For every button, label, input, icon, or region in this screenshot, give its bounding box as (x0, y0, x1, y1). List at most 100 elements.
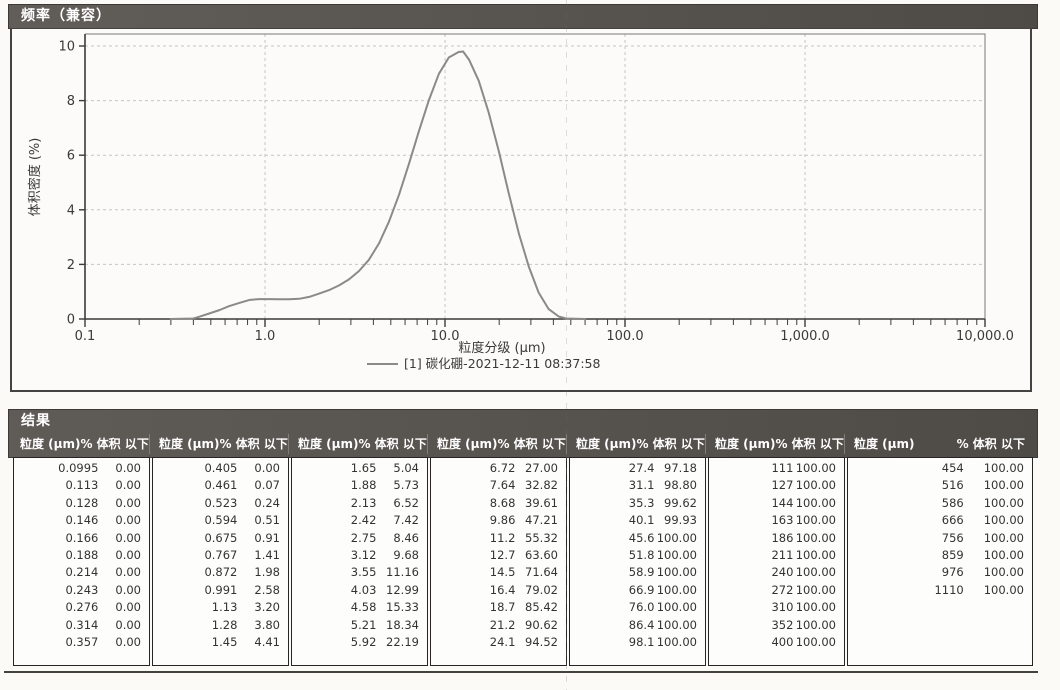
size-value-cell: 756 (941, 530, 964, 545)
size-value-cell: 18.7 (489, 600, 516, 615)
percent-below-value-cell: 12.99 (386, 582, 419, 597)
size-value-cell: 12.7 (489, 547, 516, 562)
table-row: 6.72 27.00 (431, 460, 566, 477)
percent-below-value-cell: 100.00 (983, 513, 1024, 528)
table-row: 18.7 85.42 (431, 599, 566, 616)
percent-below-value-cell: 100.00 (795, 461, 836, 475)
table-row: 1.88 5.73 (292, 477, 427, 494)
results-panel-title: 结果 (21, 413, 51, 429)
table-row: 976 100.00 (848, 564, 1032, 581)
table-row: 45.6 100.00 (570, 530, 705, 547)
table-row: 0.146 0.00 (14, 512, 149, 529)
size-value-cell: 0.594 (204, 513, 238, 528)
percent-below-value-cell: 100.00 (795, 600, 836, 615)
percent-below-value-cell: 32.82 (525, 478, 558, 493)
table-row: 240 100.00 (709, 564, 844, 581)
percent-below-value-cell: 100.00 (656, 530, 697, 545)
table-row: 16.4 79.02 (431, 582, 566, 599)
x-tick-label: 10.0 (431, 329, 460, 344)
size-value-cell: 0.276 (65, 600, 99, 615)
size-value-cell: 127 (771, 478, 794, 493)
table-row: 5.92 22.19 (292, 634, 427, 651)
size-value-cell: 272 (771, 582, 794, 597)
size-value-cell: 1.65 (350, 461, 377, 475)
x-tick-label: 10,000.0 (956, 329, 1014, 344)
percent-below-value-cell: 4.41 (254, 634, 280, 649)
table-row: 2.42 7.42 (292, 512, 427, 529)
percent-below-value-cell: 47.21 (525, 513, 558, 528)
y-tick-label: 4 (67, 203, 75, 218)
size-value-cell: 21.2 (489, 617, 516, 632)
table-row: 0.166 0.00 (14, 530, 149, 547)
table-row: 0.991 2.58 (153, 582, 288, 599)
column-group-header: 粒度 (µm)% 体积 以下 (847, 434, 1033, 454)
size-value-cell: 0.113 (65, 478, 99, 493)
table-row: 2.13 6.52 (292, 495, 427, 512)
x-tick-label: 100.0 (606, 329, 643, 344)
percent-below-value-cell: 0.00 (115, 565, 141, 580)
table-row: 1.45 4.41 (153, 634, 288, 651)
size-column-header: 粒度 (µm) (715, 437, 776, 451)
percent-below-value-cell: 100.00 (656, 565, 697, 580)
size-value-cell: 144 (771, 495, 794, 510)
percent-below-value-cell: 1.98 (254, 565, 280, 580)
percent-below-value-cell: 0.00 (115, 547, 141, 562)
percent-below-value-cell: 2.58 (254, 582, 280, 597)
percent-below-value-cell: 0.00 (115, 495, 141, 510)
table-row: 859 100.00 (848, 547, 1032, 564)
x-tick-label: 0.1 (75, 329, 96, 344)
size-value-cell: 0.188 (65, 547, 99, 562)
frequency-curve-line (169, 50, 587, 320)
size-value-cell: 0.405 (204, 461, 238, 475)
table-row: 0.461 0.07 (153, 477, 288, 494)
table-row: 756 100.00 (848, 530, 1032, 547)
percent-below-value-cell: 15.33 (386, 600, 419, 615)
size-value-cell: 211 (771, 547, 794, 562)
size-value-cell: 111 (771, 461, 794, 475)
column-group-header: 粒度 (µm)% 体积 以下 (569, 434, 706, 454)
percent-below-value-cell: 5.04 (393, 461, 419, 475)
percent-below-value-cell: 100.00 (656, 600, 697, 615)
size-value-cell: 76.0 (628, 600, 655, 615)
percent-below-column-header: % 体积 以下 (219, 437, 288, 451)
table-row: 0.405 0.00 (153, 460, 288, 477)
percent-below-value-cell: 0.00 (115, 600, 141, 615)
size-value-cell: 1.45 (211, 634, 238, 649)
y-tick-label: 8 (67, 94, 75, 109)
percent-below-value-cell: 97.18 (664, 461, 697, 475)
size-value-cell: 3.12 (350, 547, 377, 562)
size-value-cell: 454 (941, 461, 964, 475)
size-column-header: 粒度 (µm) (437, 437, 498, 451)
table-row: 76.0 100.00 (570, 599, 705, 616)
percent-below-value-cell: 100.00 (983, 547, 1024, 562)
size-value-cell: 86.4 (628, 617, 655, 632)
table-row: 310 100.00 (709, 599, 844, 616)
table-row: 186 100.00 (709, 530, 844, 547)
table-row: 0.113 0.00 (14, 477, 149, 494)
percent-below-value-cell: 0.00 (115, 617, 141, 632)
percent-below-value-cell: 0.00 (115, 530, 141, 545)
table-row: 0.767 1.41 (153, 547, 288, 564)
column-group-header: 粒度 (µm)% 体积 以下 (430, 434, 567, 454)
percent-below-column-header: % 体积 以下 (636, 437, 705, 451)
size-value-cell: 666 (941, 513, 964, 528)
y-tick-label: 10 (58, 40, 75, 55)
size-value-cell: 0.128 (65, 495, 99, 510)
size-value-cell: 66.9 (628, 582, 655, 597)
size-value-cell: 51.8 (628, 547, 655, 562)
percent-below-value-cell: 100.00 (656, 582, 697, 597)
size-value-cell: 0.523 (204, 495, 238, 510)
percent-below-value-cell: 5.73 (393, 478, 419, 493)
legend-label: [1] 碳化硼-2021-12-11 08:37:58 (404, 356, 600, 371)
size-value-cell: 0.991 (204, 582, 238, 597)
table-row: 98.1 100.00 (570, 634, 705, 651)
percent-below-value-cell: 100.00 (656, 617, 697, 632)
percent-below-value-cell: 100.00 (983, 582, 1024, 597)
size-column-header: 粒度 (µm) (576, 437, 637, 451)
percent-below-value-cell: 0.00 (115, 513, 141, 528)
size-value-cell: 7.64 (489, 478, 516, 493)
size-value-cell: 0.243 (65, 582, 99, 597)
size-column-header: 粒度 (µm) (20, 437, 81, 451)
table-row: 8.68 39.61 (431, 495, 566, 512)
size-column-header: 粒度 (µm) (298, 437, 359, 451)
